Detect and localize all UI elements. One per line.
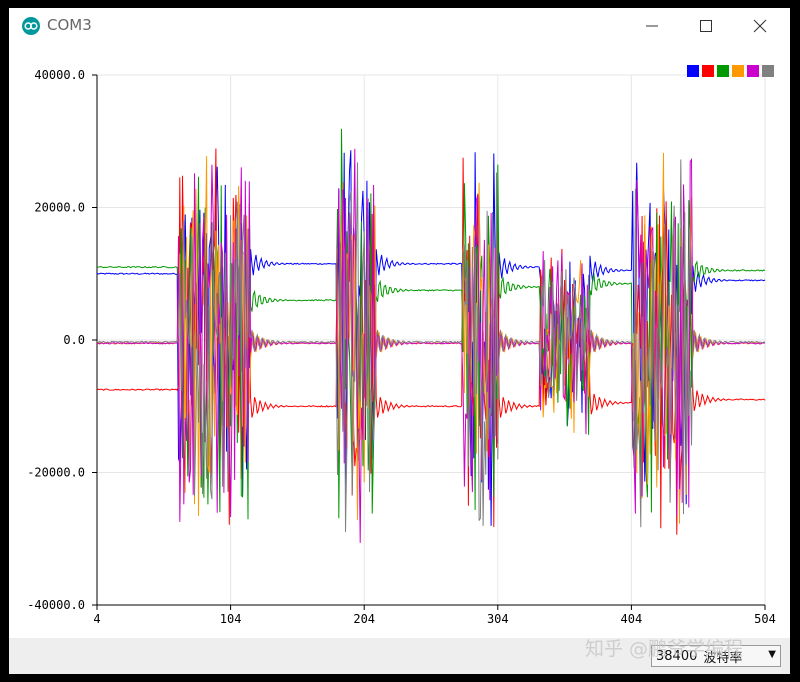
plot-area: 4 104 204 304 404 504 40000.0 20000.0 0.0 -20000.…: [9, 44, 790, 638]
serial-plotter-window: COM3 4 104 204 304 404 504 40000.0 20000.0 0.0 -2…: [9, 8, 790, 674]
series-line: [96, 159, 765, 533]
x-tick-label: 304: [487, 612, 509, 626]
baud-rate-select[interactable]: 38400 波特率 ▼: [651, 645, 781, 667]
maximize-icon: [700, 20, 712, 32]
legend-swatch: [747, 65, 759, 77]
x-tick-label: 4: [93, 612, 100, 626]
y-tick-label: -40000.0: [27, 598, 85, 612]
legend: [687, 65, 774, 77]
legend-swatch: [717, 65, 729, 77]
y-tick-label: 0.0: [63, 333, 85, 347]
bottom-bar: 38400 波特率 ▼: [9, 638, 790, 674]
baud-value: 38400: [656, 648, 698, 664]
legend-swatch: [732, 65, 744, 77]
title-bar[interactable]: COM3: [9, 8, 790, 44]
close-icon: [753, 19, 767, 33]
legend-swatch: [687, 65, 699, 77]
serial-plot-chart: 4 104 204 304 404 504 40000.0 20000.0 0.0 -20000.…: [27, 68, 776, 626]
x-tick-label: 404: [621, 612, 643, 626]
legend-swatch: [702, 65, 714, 77]
x-tick-label: 104: [220, 612, 242, 626]
y-tick-label: -20000.0: [27, 466, 85, 480]
y-tick-label: 40000.0: [34, 68, 85, 82]
arduino-logo-icon: [22, 17, 40, 35]
window-title: COM3: [47, 16, 92, 34]
chevron-down-icon: ▼: [768, 649, 776, 660]
y-tick-label: 20000.0: [34, 201, 85, 215]
x-tick-label: 504: [754, 612, 776, 626]
minimize-button[interactable]: [629, 8, 675, 44]
close-button[interactable]: [737, 8, 783, 44]
baud-unit-label: 波特率: [703, 650, 743, 666]
x-tick-label: 204: [353, 612, 375, 626]
minimize-icon: [646, 25, 658, 27]
maximize-button[interactable]: [683, 8, 729, 44]
legend-swatch: [762, 65, 774, 77]
